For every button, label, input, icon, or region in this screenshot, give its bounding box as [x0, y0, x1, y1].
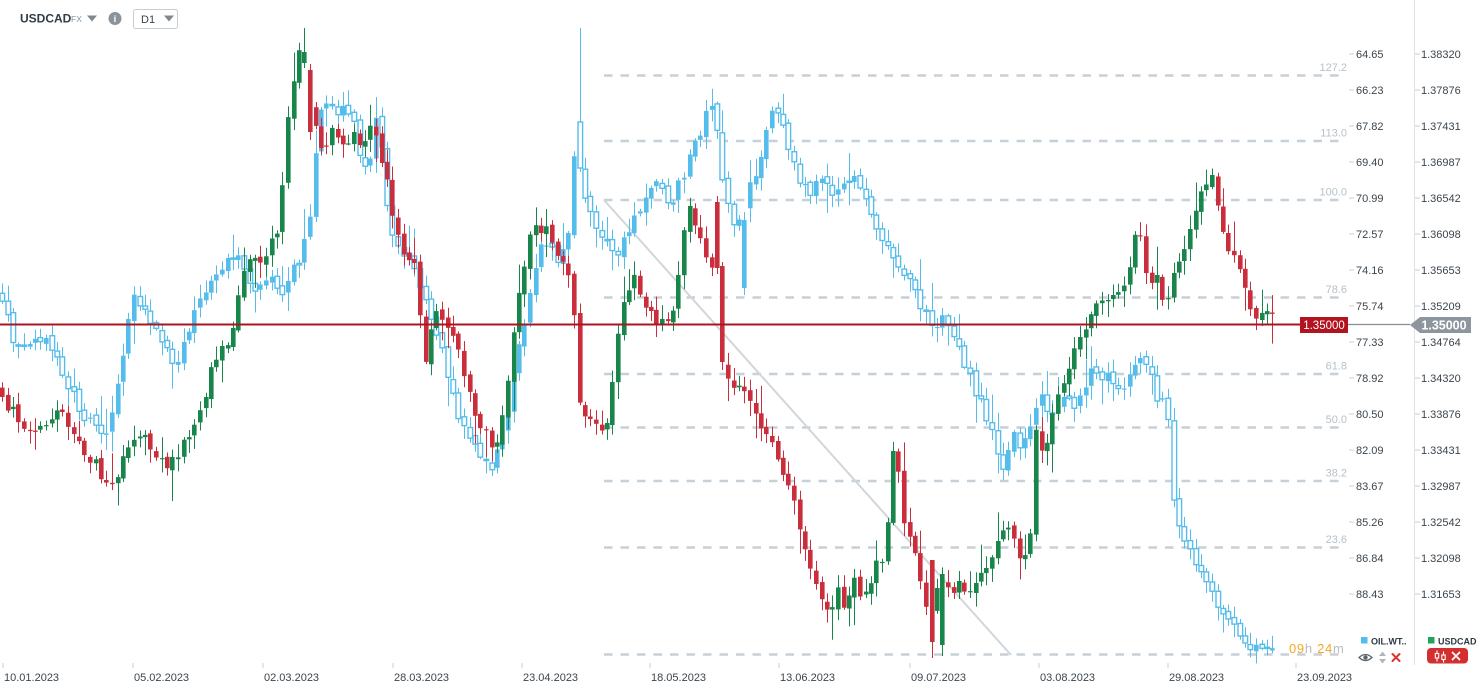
svg-text:D1: D1	[141, 14, 155, 26]
svg-text:FX: FX	[71, 14, 82, 24]
svg-text:1.36098: 1.36098	[1421, 229, 1461, 241]
svg-text:69.40: 69.40	[1356, 157, 1384, 169]
svg-text:1.37431: 1.37431	[1421, 121, 1461, 133]
svg-text:74.16: 74.16	[1356, 265, 1384, 277]
svg-text:1.34764: 1.34764	[1421, 337, 1461, 349]
svg-text:02.03.2023: 02.03.2023	[264, 672, 319, 684]
svg-text:75.74: 75.74	[1356, 301, 1384, 313]
svg-text:100.0: 100.0	[1319, 187, 1347, 199]
svg-text:38.2: 38.2	[1326, 468, 1347, 480]
svg-text:23.04.2023: 23.04.2023	[523, 672, 578, 684]
svg-text:USDCAD: USDCAD	[20, 12, 72, 26]
svg-text:85.26: 85.26	[1356, 517, 1384, 529]
svg-text:80.50: 80.50	[1356, 409, 1384, 421]
svg-text:1.31653: 1.31653	[1421, 589, 1461, 601]
svg-text:1.35209: 1.35209	[1421, 301, 1461, 313]
svg-text:09.07.2023: 09.07.2023	[911, 672, 966, 684]
svg-text:50.0: 50.0	[1326, 414, 1347, 426]
svg-text:OIL.WT..: OIL.WT..	[1371, 637, 1407, 647]
svg-text:10.01.2023: 10.01.2023	[4, 672, 59, 684]
svg-text:1.35000: 1.35000	[1303, 320, 1345, 332]
svg-text:1.36542: 1.36542	[1421, 193, 1461, 205]
svg-text:64.65: 64.65	[1356, 49, 1384, 61]
svg-text:72.57: 72.57	[1356, 229, 1384, 241]
svg-text:1.35653: 1.35653	[1421, 265, 1461, 277]
svg-text:1.35000: 1.35000	[1421, 319, 1466, 333]
svg-text:1.34320: 1.34320	[1421, 373, 1461, 385]
svg-text:127.2: 127.2	[1319, 62, 1347, 74]
svg-text:78.92: 78.92	[1356, 373, 1384, 385]
svg-text:1.36987: 1.36987	[1421, 157, 1461, 169]
svg-text:67.82: 67.82	[1356, 121, 1384, 133]
svg-text:13.06.2023: 13.06.2023	[780, 672, 835, 684]
svg-text:82.09: 82.09	[1356, 445, 1384, 457]
svg-text:1.32542: 1.32542	[1421, 517, 1461, 529]
svg-text:1.38320: 1.38320	[1421, 49, 1461, 61]
svg-text:05.02.2023: 05.02.2023	[134, 672, 189, 684]
svg-text:i: i	[114, 14, 117, 25]
svg-text:66.23: 66.23	[1356, 85, 1384, 97]
svg-text:03.08.2023: 03.08.2023	[1040, 672, 1095, 684]
svg-text:1.32987: 1.32987	[1421, 481, 1461, 493]
svg-text:78.6: 78.6	[1326, 284, 1347, 296]
svg-text:1.32098: 1.32098	[1421, 553, 1461, 565]
svg-text:77.33: 77.33	[1356, 337, 1384, 349]
svg-text:18.05.2023: 18.05.2023	[651, 672, 706, 684]
svg-text:83.67: 83.67	[1356, 481, 1384, 493]
svg-text:70.99: 70.99	[1356, 193, 1384, 205]
svg-text:09h 24m: 09h 24m	[1289, 641, 1345, 656]
svg-text:1.33876: 1.33876	[1421, 409, 1461, 421]
svg-text:23.6: 23.6	[1326, 534, 1347, 546]
svg-text:28.03.2023: 28.03.2023	[394, 672, 449, 684]
svg-text:88.43: 88.43	[1356, 589, 1384, 601]
svg-text:23.09.2023: 23.09.2023	[1297, 672, 1352, 684]
svg-text:61.8: 61.8	[1326, 361, 1347, 373]
svg-text:1.37876: 1.37876	[1421, 85, 1461, 97]
svg-text:86.84: 86.84	[1356, 553, 1384, 565]
svg-text:29.08.2023: 29.08.2023	[1169, 672, 1224, 684]
svg-text:1.33431: 1.33431	[1421, 445, 1461, 457]
svg-text:USDCAD: USDCAD	[1438, 637, 1477, 647]
svg-text:113.0: 113.0	[1320, 128, 1347, 140]
